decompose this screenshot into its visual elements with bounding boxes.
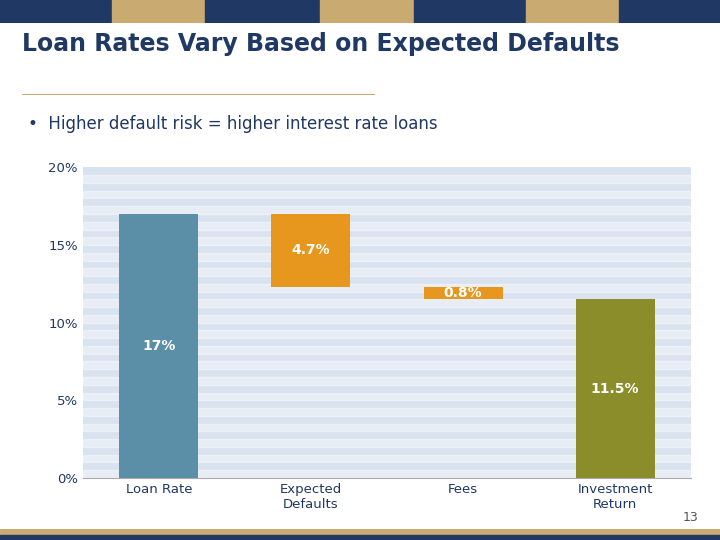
Bar (83, 206, 691, 214)
Bar (0, 535, 720, 540)
Bar (83, 284, 691, 292)
Bar (526, 0, 619, 23)
Bar (83, 408, 691, 416)
Text: •  Higher default risk = higher interest rate loans: • Higher default risk = higher interest … (28, 115, 438, 133)
Bar (271, 214, 351, 287)
Bar (83, 377, 691, 384)
Bar (83, 222, 691, 230)
Text: 17%: 17% (142, 339, 176, 353)
Bar (575, 299, 654, 478)
Text: 4.7%: 4.7% (292, 244, 330, 258)
Bar (120, 214, 199, 478)
Bar (83, 191, 691, 198)
Bar (83, 175, 691, 183)
Bar (83, 315, 691, 322)
Bar (0, 529, 720, 535)
Bar (83, 268, 691, 276)
Bar (320, 0, 414, 23)
Bar (205, 0, 320, 23)
Bar (83, 455, 691, 462)
Bar (619, 0, 720, 23)
Bar (112, 0, 205, 23)
Bar (83, 439, 691, 447)
Bar (83, 470, 691, 478)
Bar (83, 423, 691, 431)
Bar (83, 299, 691, 307)
Bar (83, 346, 691, 354)
Bar (83, 361, 691, 369)
Bar (423, 287, 503, 299)
Text: Loan Rates Vary Based on Expected Defaults: Loan Rates Vary Based on Expected Defaul… (22, 32, 619, 56)
Bar (83, 237, 691, 245)
Text: 0.8%: 0.8% (444, 286, 482, 300)
Bar (0, 0, 112, 23)
Text: 13: 13 (683, 511, 698, 524)
Bar (83, 253, 691, 261)
Bar (83, 330, 691, 338)
Bar (414, 0, 526, 23)
Text: 11.5%: 11.5% (591, 382, 639, 396)
Bar (83, 393, 691, 400)
